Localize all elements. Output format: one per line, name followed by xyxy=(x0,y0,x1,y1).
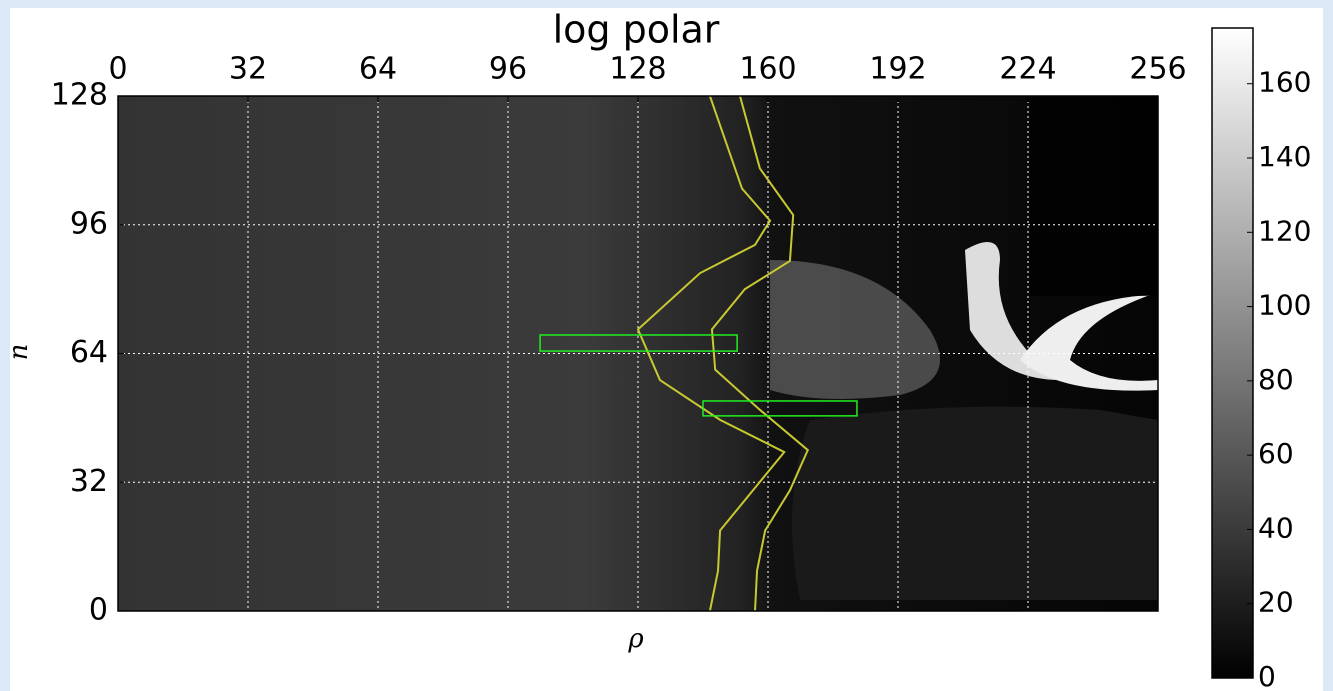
y-tick-label: 96 xyxy=(70,206,108,241)
colorbar-tick-label: 160 xyxy=(1258,66,1311,99)
x-tick-label: 32 xyxy=(229,52,267,87)
colorbar-tick-label: 20 xyxy=(1258,586,1294,619)
y-tick-label: 32 xyxy=(70,464,108,499)
x-tick-label: 192 xyxy=(869,52,926,87)
x-tick-label: 224 xyxy=(999,52,1056,87)
colorbar-tick-label: 120 xyxy=(1258,214,1311,247)
x-tick-label: 128 xyxy=(609,52,666,87)
colorbar-tick-label: 80 xyxy=(1258,363,1294,396)
x-tick-label: 96 xyxy=(489,52,527,87)
roi-box xyxy=(539,334,738,352)
x-tick-label: 160 xyxy=(739,52,796,87)
colorbar-tick-label: 0 xyxy=(1258,660,1276,691)
contour-line xyxy=(710,95,810,612)
y-tick-label: 0 xyxy=(89,593,108,628)
colorbar-tick-label: 60 xyxy=(1258,437,1294,470)
colorbar-tick-label: 100 xyxy=(1258,289,1311,322)
x-tick-label: 256 xyxy=(1129,52,1186,87)
chart-title: log polar xyxy=(553,8,720,52)
colorbar-tick-label: 40 xyxy=(1258,511,1294,544)
y-axis-label: n xyxy=(4,344,34,361)
y-tick-label: 128 xyxy=(51,78,108,113)
y-tick-label: 64 xyxy=(70,335,108,370)
x-tick-label: 64 xyxy=(359,52,397,87)
colorbar-tick-label: 140 xyxy=(1258,140,1311,173)
colorbar xyxy=(1211,27,1254,679)
contour-line xyxy=(636,95,786,612)
roi-box xyxy=(702,400,858,417)
x-tick-label: 0 xyxy=(108,52,127,87)
x-axis-label: ρ xyxy=(627,624,644,654)
